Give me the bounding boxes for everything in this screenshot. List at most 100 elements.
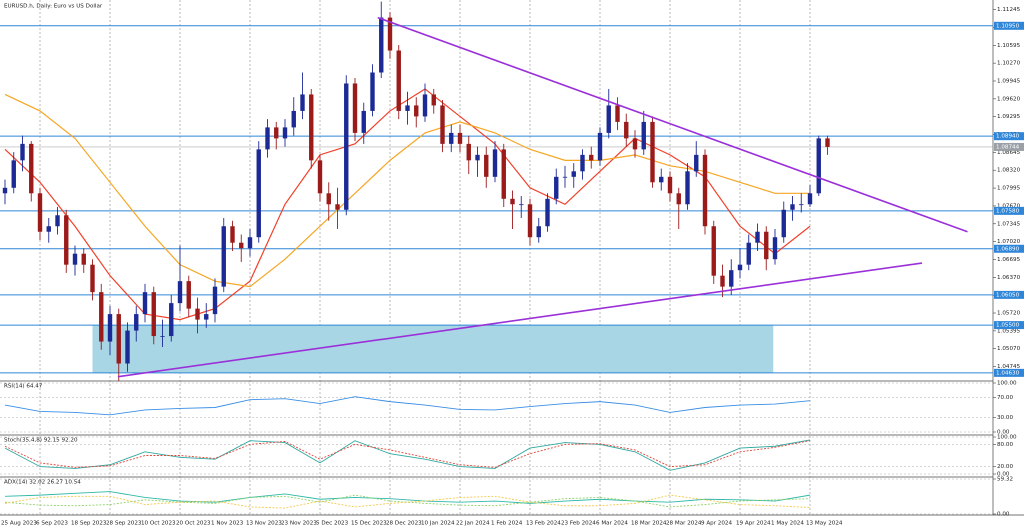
candle-body xyxy=(615,105,620,122)
indicator-line xyxy=(4,494,811,509)
x-tick-label: 1 May 2024 xyxy=(771,521,804,527)
candle-body xyxy=(344,83,349,210)
x-tick-label: 18 Sep 2023 xyxy=(71,521,107,527)
level-tag xyxy=(994,132,1024,141)
candle-body xyxy=(151,292,156,337)
candle-body xyxy=(702,154,708,227)
x-tick-label: 28 Dec 2023 xyxy=(386,521,422,527)
level-tag xyxy=(994,206,1024,215)
level-label: 1.05500 xyxy=(996,323,1020,329)
candle-body xyxy=(764,231,769,260)
indicator-title: ADX(14) 32.02 26.27 10.54 xyxy=(4,480,81,486)
x-tick-label: 23 Nov 2023 xyxy=(281,521,317,527)
candle-body xyxy=(309,94,314,161)
candle-body xyxy=(746,242,751,265)
candle-body xyxy=(422,94,428,117)
x-tick-label: 6 Mar 2024 xyxy=(596,521,628,527)
level-label: 1.06050 xyxy=(996,292,1020,298)
y-tick-label: 1.06695 xyxy=(997,257,1021,263)
y-tick-label: 1.04745 xyxy=(997,364,1021,370)
candle-body xyxy=(650,121,655,183)
candle-body xyxy=(317,160,323,194)
candle-body xyxy=(816,138,821,194)
candle-body xyxy=(484,154,489,177)
candle-body xyxy=(116,314,121,364)
candle-body xyxy=(81,253,86,265)
candle-body xyxy=(825,138,830,147)
y-tick-label: 30.00 xyxy=(997,415,1013,421)
y-tick-label: 0.00 xyxy=(997,472,1010,478)
level-label: 1.07580 xyxy=(996,208,1020,214)
candle-body xyxy=(274,127,279,139)
y-tick-label: 1.11245 xyxy=(997,7,1021,13)
candle-body xyxy=(256,149,261,238)
y-tick-label: 1.05720 xyxy=(997,311,1021,317)
candle-body xyxy=(632,138,638,150)
candle-body xyxy=(361,110,366,133)
trendline xyxy=(377,16,968,233)
candle-body xyxy=(562,176,568,178)
y-tick-label: 1.08320 xyxy=(997,168,1021,174)
candle-body xyxy=(160,336,165,337)
x-tick-label: 15 Dec 2023 xyxy=(351,521,387,527)
candle-body xyxy=(676,193,681,205)
x-tick-label: 13 Nov 2023 xyxy=(246,521,282,527)
level-tag xyxy=(994,21,1024,30)
candle-body xyxy=(204,314,209,320)
candle-body xyxy=(440,105,445,144)
y-tick-label: 1.10270 xyxy=(997,61,1021,67)
candle-body xyxy=(265,127,270,150)
candle-body xyxy=(755,231,760,243)
y-tick-label: 0.00 xyxy=(997,430,1010,436)
candle-body xyxy=(772,237,778,260)
candle-body xyxy=(230,226,235,243)
candle-body xyxy=(169,303,174,337)
y-tick-label: 1.07345 xyxy=(997,221,1021,227)
candle-body xyxy=(239,242,244,249)
candle-body xyxy=(291,110,296,128)
x-tick-label: 5 Dec 2023 xyxy=(316,521,349,527)
candle-body xyxy=(527,204,533,238)
x-tick-label: 19 Apr 2024 xyxy=(736,521,771,527)
indicator-title: RSI(14) 64.47 xyxy=(4,384,43,390)
trendline xyxy=(117,262,923,378)
y-tick-label: 20.00 xyxy=(997,464,1013,470)
x-tick-label: 6 Sep 2023 xyxy=(36,521,68,527)
candle-body xyxy=(335,204,340,210)
candle-body xyxy=(807,193,813,205)
level-tag xyxy=(994,290,1024,299)
candle-body xyxy=(571,171,576,177)
chart-title: EURUSD.h, Daily: Euro vs US Dollar xyxy=(4,4,103,10)
y-tick-label: 1.09945 xyxy=(997,78,1021,84)
candle-body xyxy=(370,72,375,111)
candle-body xyxy=(212,286,218,315)
x-tick-label: 20 Oct 2023 xyxy=(176,521,211,527)
candle-body xyxy=(597,132,603,161)
candle-body xyxy=(352,83,358,133)
level-label: 1.04630 xyxy=(996,370,1020,376)
y-tick-label: 59.32 xyxy=(997,477,1013,483)
moving-average xyxy=(4,93,810,288)
x-tick-label: 22 Jan 2024 xyxy=(456,521,490,527)
candle-body xyxy=(64,215,69,265)
x-tick-label: 28 Mar 2024 xyxy=(666,521,702,527)
candle-body xyxy=(659,176,664,183)
candle-body xyxy=(685,171,690,205)
y-tick-label: 1.09620 xyxy=(997,96,1021,102)
indicator-line xyxy=(4,440,811,468)
candle-body xyxy=(142,292,148,315)
x-tick-label: 18 Mar 2024 xyxy=(631,521,667,527)
candle-body xyxy=(11,160,16,188)
candle-body xyxy=(431,94,436,106)
candle-body xyxy=(694,154,699,172)
candle-body xyxy=(221,226,226,287)
candle-body xyxy=(799,204,804,206)
candle-body xyxy=(667,176,673,194)
y-tick-label: 1.07670 xyxy=(997,203,1021,209)
candle-body xyxy=(510,198,515,205)
candle-body xyxy=(99,292,104,342)
x-tick-label: 23 Feb 2024 xyxy=(561,521,596,527)
y-tick-label: 70.00 xyxy=(997,395,1013,401)
